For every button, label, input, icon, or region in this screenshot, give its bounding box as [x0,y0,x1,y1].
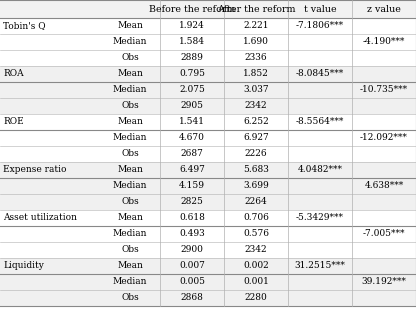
Bar [0,98,416,114]
Bar [0,162,416,178]
Text: Mean: Mean [117,69,143,78]
Text: 1.690: 1.690 [243,38,269,46]
Text: 1.541: 1.541 [179,117,205,126]
Text: 2.221: 2.221 [243,21,269,30]
Text: -12.092***: -12.092*** [360,134,408,143]
Bar [0,82,416,98]
Text: 0.001: 0.001 [243,277,269,286]
Bar [0,114,416,130]
Text: After the reform: After the reform [217,5,295,14]
Bar [0,290,416,306]
Text: -7.1806***: -7.1806*** [296,21,344,30]
Bar [0,178,416,194]
Text: 0.002: 0.002 [243,262,269,271]
Text: Median: Median [113,181,147,191]
Text: Mean: Mean [117,166,143,175]
Text: Obs: Obs [121,197,139,206]
Text: 6.252: 6.252 [243,117,269,126]
Text: 0.493: 0.493 [179,229,205,238]
Text: 2889: 2889 [181,54,203,63]
Bar [0,34,416,50]
Bar [0,130,416,146]
Text: 2687: 2687 [181,149,203,158]
Text: 0.005: 0.005 [179,277,205,286]
Bar [0,194,416,210]
Text: 1.852: 1.852 [243,69,269,78]
Text: -10.735***: -10.735*** [360,86,408,95]
Text: -8.0845***: -8.0845*** [296,69,344,78]
Bar [0,146,416,162]
Text: 6.497: 6.497 [179,166,205,175]
Text: 4.670: 4.670 [179,134,205,143]
Text: Tobin's Q: Tobin's Q [3,21,46,30]
Text: 2825: 2825 [181,197,203,206]
Text: 0.007: 0.007 [179,262,205,271]
Text: Mean: Mean [117,117,143,126]
Text: Obs: Obs [121,246,139,255]
Text: Median: Median [113,229,147,238]
Text: Mean: Mean [117,262,143,271]
Text: Median: Median [113,86,147,95]
Text: 2342: 2342 [245,246,267,255]
Text: ROE: ROE [3,117,24,126]
Text: 3.037: 3.037 [243,86,269,95]
Text: Before the reform: Before the reform [149,5,235,14]
Text: -5.3429***: -5.3429*** [296,214,344,223]
Bar [0,210,416,226]
Text: 2900: 2900 [181,246,203,255]
Bar [0,258,416,274]
Text: 6.927: 6.927 [243,134,269,143]
Text: 2905: 2905 [181,101,203,110]
Text: 3.699: 3.699 [243,181,269,191]
Text: 39.192***: 39.192*** [362,277,406,286]
Bar [0,0,416,18]
Text: 1.924: 1.924 [179,21,205,30]
Text: 2336: 2336 [245,54,267,63]
Bar [0,274,416,290]
Text: 1.584: 1.584 [179,38,205,46]
Text: 4.0482***: 4.0482*** [297,166,342,175]
Text: ROA: ROA [3,69,24,78]
Text: 5.683: 5.683 [243,166,269,175]
Text: Expense ratio: Expense ratio [3,166,67,175]
Bar [0,242,416,258]
Bar [0,50,416,66]
Text: 4.638***: 4.638*** [364,181,404,191]
Text: 2264: 2264 [245,197,267,206]
Text: -8.5564***: -8.5564*** [296,117,344,126]
Text: 2868: 2868 [181,294,203,303]
Text: 0.576: 0.576 [243,229,269,238]
Text: Obs: Obs [121,294,139,303]
Text: 2280: 2280 [245,294,267,303]
Bar [0,66,416,82]
Text: Median: Median [113,277,147,286]
Text: Obs: Obs [121,54,139,63]
Bar [0,18,416,34]
Text: t value: t value [304,5,336,14]
Text: 0.795: 0.795 [179,69,205,78]
Text: 0.706: 0.706 [243,214,269,223]
Text: Median: Median [113,38,147,46]
Text: 2.075: 2.075 [179,86,205,95]
Text: Mean: Mean [117,214,143,223]
Text: 4.159: 4.159 [179,181,205,191]
Text: Obs: Obs [121,101,139,110]
Text: 2342: 2342 [245,101,267,110]
Text: -7.005***: -7.005*** [363,229,405,238]
Bar [0,226,416,242]
Text: 0.618: 0.618 [179,214,205,223]
Text: Asset utilization: Asset utilization [3,214,77,223]
Text: Mean: Mean [117,21,143,30]
Text: 31.2515***: 31.2515*** [295,262,345,271]
Text: Obs: Obs [121,149,139,158]
Text: z value: z value [367,5,401,14]
Text: 2226: 2226 [245,149,267,158]
Text: Median: Median [113,134,147,143]
Text: Liquidity: Liquidity [3,262,44,271]
Text: -4.190***: -4.190*** [363,38,405,46]
